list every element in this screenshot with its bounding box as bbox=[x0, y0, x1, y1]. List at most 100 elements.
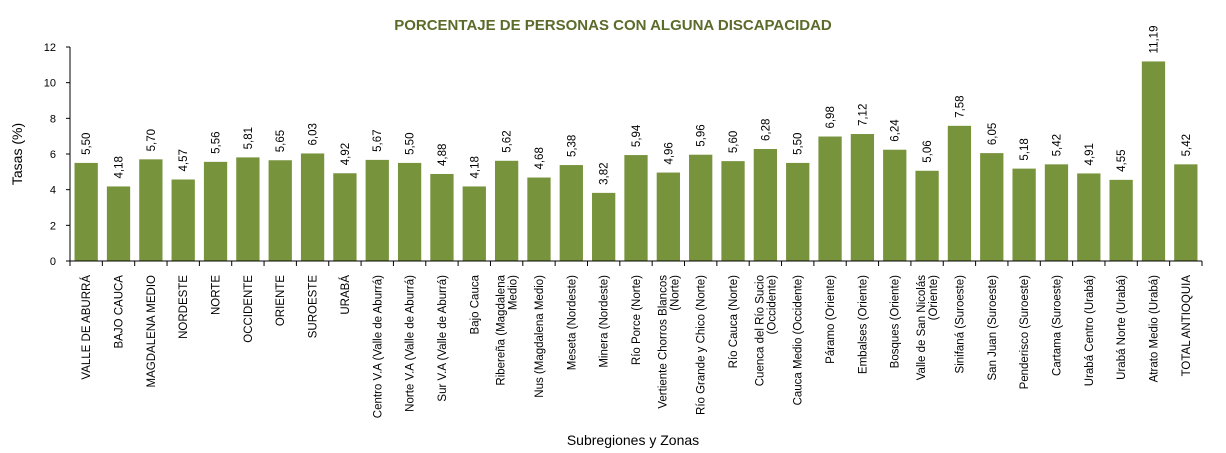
value-label: 4,96 bbox=[663, 142, 675, 164]
value-label: 5,50 bbox=[793, 133, 805, 155]
bar bbox=[883, 149, 907, 261]
category-label-line: NORTE bbox=[211, 275, 223, 315]
bar bbox=[462, 186, 486, 261]
category-label-line: Cuenca del Río Sucio bbox=[754, 275, 766, 386]
value-label: 5,94 bbox=[631, 124, 643, 147]
category-label-line: (Oriente) bbox=[928, 275, 940, 321]
bar bbox=[915, 170, 939, 261]
category-label: Embalses (Oriente) bbox=[857, 275, 869, 374]
category-label-line: Bosques (Oriente) bbox=[890, 275, 902, 368]
category-label: URABÁ bbox=[339, 275, 352, 315]
y-tick-label: 6 bbox=[50, 149, 56, 161]
category-label: Río Grande y Chico (Norte) bbox=[696, 275, 708, 415]
category-label: Cartama (Suroeste) bbox=[1051, 275, 1063, 376]
y-tick-label: 10 bbox=[44, 78, 56, 90]
y-tick-label: 8 bbox=[50, 113, 56, 125]
bar bbox=[980, 153, 1004, 261]
bar bbox=[268, 160, 292, 261]
category-label: Ribereña (MagdalenaMedio) bbox=[496, 274, 520, 385]
bar bbox=[365, 159, 389, 261]
category-label-line: Embalses (Oriente) bbox=[857, 275, 869, 374]
bar bbox=[1174, 164, 1198, 261]
y-tick-label: 0 bbox=[50, 256, 56, 268]
category-label-line: Sur V.A (Valle de Aburrá) bbox=[437, 275, 449, 402]
bar bbox=[1109, 179, 1133, 261]
category-label-line: Norte V.A (Valle de Aburrá) bbox=[405, 275, 417, 412]
category-label: SUROESTE bbox=[308, 275, 320, 339]
category-label: Río Porce (Norte) bbox=[631, 275, 643, 365]
y-tick-label: 2 bbox=[50, 220, 56, 232]
y-tick-label: 4 bbox=[50, 185, 56, 197]
bar bbox=[527, 177, 551, 261]
value-label: 5,65 bbox=[275, 130, 287, 152]
bar bbox=[559, 165, 583, 261]
category-label-line: Nus (Magdalena Medio) bbox=[534, 275, 546, 398]
value-label: 4,18 bbox=[469, 156, 481, 178]
category-label: OCCIDENTE bbox=[243, 275, 255, 343]
value-label: 11,19 bbox=[1148, 26, 1160, 54]
category-label: Urabá Norte (Urabá) bbox=[1116, 275, 1128, 380]
category-label-line: Sinifaná (Suroeste) bbox=[954, 275, 966, 374]
bar bbox=[74, 162, 98, 261]
bar bbox=[850, 134, 875, 261]
category-label-line: Minera (Nordeste) bbox=[599, 275, 611, 368]
chart-title: PORCENTAJE DE PERSONAS CON ALGUNA DISCAP… bbox=[394, 17, 832, 34]
value-label: 5,67 bbox=[372, 129, 384, 151]
category-label: Norte V.A (Valle de Aburrá) bbox=[405, 275, 417, 412]
category-label-line: (Norte) bbox=[669, 275, 681, 311]
value-label: 6,24 bbox=[890, 119, 902, 142]
category-label: Cuenca del Río Sucio(Occidente) bbox=[754, 275, 778, 386]
category-label-line: Centro V.A (Valle de Aburrá) bbox=[372, 275, 384, 418]
value-label: 5,62 bbox=[502, 130, 514, 152]
bar bbox=[592, 192, 616, 261]
category-label-line: VALLE DE ABURRÁ bbox=[80, 275, 93, 380]
bar bbox=[106, 186, 131, 261]
bar bbox=[300, 153, 325, 261]
bar bbox=[494, 160, 519, 261]
value-label: 5,60 bbox=[728, 131, 740, 153]
bar bbox=[1012, 168, 1036, 261]
bar bbox=[171, 179, 195, 261]
category-label: TOTAL ANTIOQUIA bbox=[1181, 275, 1193, 377]
value-label: 6,28 bbox=[760, 119, 772, 141]
category-label-line: San Juan (Suroeste) bbox=[987, 275, 999, 381]
value-label: 4,92 bbox=[340, 143, 352, 165]
bar bbox=[1077, 173, 1101, 261]
value-label: 6,98 bbox=[825, 106, 837, 128]
category-label: VALLE DE ABURRÁ bbox=[80, 275, 93, 380]
bar bbox=[1044, 164, 1069, 261]
bar bbox=[139, 159, 163, 261]
plot-area: 0 2 4 6 8 10 12 5,50 VALLE DE ABURRÁ 4,18 BAJO CAU… bbox=[44, 26, 1203, 418]
category-label: NORTE bbox=[211, 275, 223, 315]
category-label: Páramo (Oriente) bbox=[825, 275, 837, 364]
category-label: NORDESTE bbox=[178, 275, 190, 339]
value-label: 4,57 bbox=[178, 149, 190, 171]
category-label: Bosques (Oriente) bbox=[890, 275, 902, 368]
category-label: Bajo Cauca bbox=[469, 274, 481, 334]
category-label: Centro V.A (Valle de Aburrá) bbox=[372, 275, 384, 418]
category-label-line: Río Grande y Chico (Norte) bbox=[696, 275, 708, 415]
value-label: 6,05 bbox=[987, 123, 999, 145]
category-label: San Juan (Suroeste) bbox=[987, 275, 999, 381]
category-label-line: NORDESTE bbox=[178, 275, 190, 339]
value-label: 4,88 bbox=[437, 144, 449, 166]
value-label: 4,18 bbox=[114, 156, 126, 178]
category-label-line: SUROESTE bbox=[308, 275, 320, 339]
value-label: 5,18 bbox=[1019, 138, 1031, 160]
category-label: Río Cauca (Norte) bbox=[728, 275, 740, 368]
category-label-line: Río Porce (Norte) bbox=[631, 275, 643, 365]
value-label: 5,38 bbox=[566, 135, 578, 157]
category-label: MAGDALENA MEDIO bbox=[146, 275, 158, 388]
value-label: 4,68 bbox=[534, 147, 546, 169]
category-label: Sur V.A (Valle de Aburrá) bbox=[437, 275, 449, 402]
category-label: Minera (Nordeste) bbox=[599, 275, 611, 368]
category-label-line: Atrato Medio (Urabá) bbox=[1148, 275, 1160, 383]
category-label-line: ORIENTE bbox=[275, 275, 287, 326]
category-label: Valle de San Nicolás(Oriente) bbox=[916, 275, 940, 381]
category-label-line: TOTAL ANTIOQUIA bbox=[1181, 275, 1193, 377]
value-label: 5,06 bbox=[922, 140, 934, 162]
category-label-line: MAGDALENA MEDIO bbox=[146, 275, 158, 388]
value-label: 3,82 bbox=[599, 162, 611, 184]
category-label-line: Medio) bbox=[508, 275, 520, 310]
